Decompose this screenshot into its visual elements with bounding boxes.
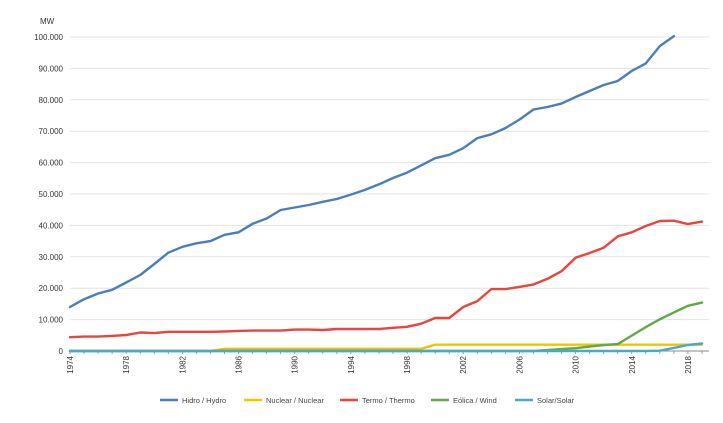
y-tick-label: 50.000	[39, 190, 64, 199]
legend-item: Solar/Solar	[515, 396, 575, 405]
x-tick-label: 1978	[122, 355, 131, 373]
x-tick-label: 1998	[403, 355, 412, 373]
series-line-3	[68, 301, 704, 353]
x-tick-label: 1990	[291, 355, 300, 373]
legend-label: Hidro / Hydro	[182, 396, 226, 405]
gridlines	[70, 36, 709, 321]
y-axis-label: MW	[40, 17, 55, 26]
x-tick-label: 2010	[572, 355, 581, 373]
series-line-4	[68, 342, 704, 353]
y-tick-label: 70.000	[39, 127, 64, 136]
y-tick-label: 0	[59, 347, 64, 356]
legend-label: Nuclear / Nuclear	[266, 396, 324, 405]
legend-label: Solar/Solar	[537, 396, 575, 405]
legend-label: Termo / Thermo	[362, 396, 415, 405]
y-tick-label: 80.000	[39, 96, 64, 105]
x-tick-label: 1994	[347, 355, 356, 373]
legend-item: Termo / Thermo	[340, 396, 415, 405]
x-tick-label: 2014	[628, 355, 637, 373]
legend-item: Hidro / Hydro	[160, 396, 226, 405]
x-tick-label: 1986	[235, 355, 244, 373]
legend-item: Eólica / Wind	[431, 396, 497, 405]
series-line-0	[68, 34, 676, 309]
y-tick-label: 20.000	[39, 284, 64, 293]
x-tick-label: 2002	[459, 355, 468, 373]
y-tick-label: 10.000	[39, 316, 64, 325]
series-line-2	[68, 219, 704, 339]
x-tick-label: 1982	[178, 355, 187, 373]
x-tick-labels: 1974 1978 1982 1986 1990 1994 1998 2002 2006 2010…	[66, 355, 693, 373]
series-lines	[68, 34, 704, 353]
x-tick-label: 2018	[684, 355, 693, 373]
y-tick-label: 100.000	[34, 33, 63, 42]
y-tick-labels: 0 10.000 20.000 30.000 40.000 50.000 60.000 70.…	[34, 33, 63, 356]
y-tick-label: 30.000	[39, 253, 64, 262]
y-tick-label: 90.000	[39, 64, 64, 73]
x-tick-label: 1974	[66, 355, 75, 373]
y-tick-label: 40.000	[39, 221, 64, 230]
legend: Hidro / Hydro Nuclear / Nuclear Termo / Th…	[160, 396, 575, 405]
x-tick-label: 2006	[515, 355, 524, 373]
y-tick-label: 60.000	[39, 159, 64, 168]
legend-label: Eólica / Wind	[453, 396, 497, 405]
legend-item: Nuclear / Nuclear	[244, 396, 324, 405]
